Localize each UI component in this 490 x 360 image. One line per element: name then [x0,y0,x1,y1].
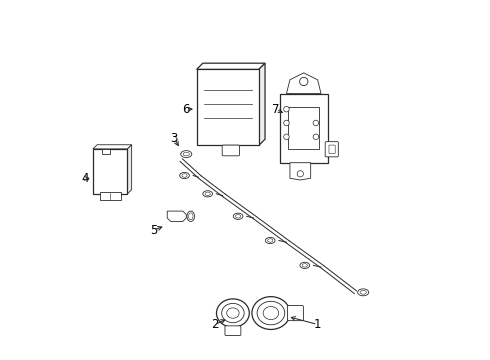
Text: 5: 5 [150,224,157,237]
Text: 7: 7 [272,103,280,116]
FancyBboxPatch shape [288,305,303,321]
Polygon shape [290,163,311,180]
Ellipse shape [180,172,189,179]
Ellipse shape [203,191,213,197]
Circle shape [284,134,289,140]
Polygon shape [127,145,132,194]
Bar [280,94,328,163]
Text: 2: 2 [211,318,219,331]
Ellipse shape [360,291,367,294]
Ellipse shape [236,215,241,218]
Polygon shape [259,63,265,145]
FancyBboxPatch shape [329,145,335,153]
Ellipse shape [187,211,195,221]
Ellipse shape [263,306,279,320]
Bar [196,69,259,145]
Text: 1: 1 [314,318,321,331]
Text: 6: 6 [182,103,190,116]
Circle shape [313,120,318,126]
Ellipse shape [189,213,193,220]
Ellipse shape [181,150,192,158]
Ellipse shape [183,152,189,156]
Ellipse shape [358,289,368,296]
Ellipse shape [233,213,243,219]
Ellipse shape [227,308,239,318]
Bar [288,107,319,149]
Polygon shape [101,149,110,154]
Circle shape [297,171,303,177]
Bar [93,149,127,194]
Ellipse shape [205,192,210,195]
FancyBboxPatch shape [225,326,241,336]
Circle shape [299,77,308,86]
Ellipse shape [252,297,290,329]
Polygon shape [167,211,186,221]
Ellipse shape [217,299,249,327]
Ellipse shape [302,264,307,267]
Ellipse shape [221,303,244,323]
Circle shape [284,107,289,112]
Text: 3: 3 [171,132,178,145]
Ellipse shape [300,262,310,269]
Polygon shape [196,63,265,69]
Polygon shape [93,145,132,149]
Polygon shape [287,73,321,94]
Text: 4: 4 [81,172,89,185]
Circle shape [313,134,318,140]
Ellipse shape [266,237,275,244]
Circle shape [284,120,289,126]
Bar [100,193,121,200]
Ellipse shape [268,239,273,242]
FancyBboxPatch shape [325,141,338,157]
Ellipse shape [182,174,187,177]
FancyBboxPatch shape [222,145,240,156]
Ellipse shape [257,301,285,325]
